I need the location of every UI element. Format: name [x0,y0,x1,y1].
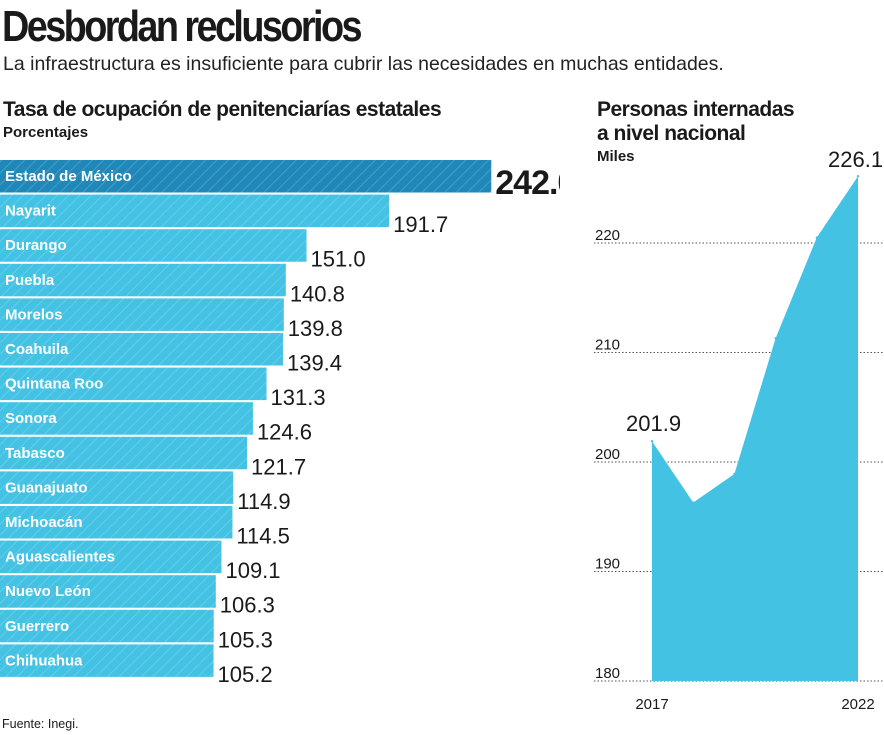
bar-hatch [0,402,253,435]
x-tick-label: 2022 [841,696,874,713]
page-subtitle: La infraestructura es insuficiente para … [3,53,724,75]
bar-value-label: 105.3 [218,627,273,652]
source-note: Fuente: Inegi. [2,717,79,731]
area-chart: 180 190 200 210 220 201.9 226.1 2017 2022 [594,150,884,713]
y-tick-label: 180 [595,665,620,682]
bar-hatch [0,540,222,574]
data-point [856,175,860,178]
y-tick-label: 200 [595,446,620,463]
bar-value-label: 114.5 [236,524,289,549]
bar-value-label: 124.6 [257,420,312,445]
bar-hatch [0,644,214,677]
bar-category-label: Sonora [5,410,57,427]
bar-category-label: Chihuahua [5,652,83,669]
y-tick-label: 190 [595,556,620,573]
bar-hatch [0,506,233,539]
data-point [692,501,695,504]
bar-category-label: Michoacán [5,514,83,531]
bar-value-label: 105.2 [218,662,273,687]
bar-value-label: 121.7 [251,454,306,479]
bar-category-label: Estado de México [5,168,132,185]
bar-category-label: Coahuila [5,341,69,358]
area-chart-unit: Miles [597,148,635,165]
bar-value-label: 151.0 [311,247,366,272]
bar-hatch [0,367,267,401]
bar-hatch [0,575,216,608]
bar-value-label: 114.9 [237,489,290,514]
bar-category-label: Guerrero [5,618,69,635]
y-tick-label: 210 [595,337,620,354]
bar-value-label: 139.4 [287,351,342,376]
bar-value-label: 191.7 [393,212,448,237]
bar-value-label: 139.8 [288,316,343,341]
bar-category-label: Guanajuato [5,479,88,496]
page-title: Desbordan reclusorios [2,2,363,51]
bar-hatch [0,160,492,193]
bar-hatch [0,436,248,470]
bar-chart-unit: Porcentajes [3,124,89,141]
bar-hatch [0,263,286,297]
bar-value-label: 140.8 [290,281,345,306]
end-value-label: 226.1 [828,150,883,172]
area-series [652,176,858,681]
bar-category-label: Tabasco [5,445,65,462]
bar-category-label: Nuevo León [5,583,91,600]
data-point [733,472,736,476]
start-value-label: 201.9 [626,411,681,436]
bar-category-label: Morelos [5,306,63,323]
x-tick-label: 2017 [635,696,668,713]
bar-category-label: Nayarit [5,203,56,220]
bar-chart: Estado de México 242.0 Nayarit 191.7 Durango… [0,160,560,687]
bar-hatch [0,298,284,331]
bar-value-label: 109.1 [225,558,280,583]
bar-hatch [0,194,390,228]
data-point [774,337,777,340]
bar-value-label: 131.3 [271,385,326,410]
bar-hatch [0,471,234,504]
bar-hatch [0,229,307,262]
bar-category-label: Quintana Roo [5,376,103,393]
area-chart-title-line-2: a nivel nacional [597,122,746,145]
bar-value-label: 106.3 [220,593,275,618]
bar-category-label: Puebla [5,272,55,289]
y-tick-label: 220 [595,227,620,244]
bar-hatch [0,333,283,366]
bar-category-label: Durango [5,237,67,254]
area-chart-title-line-1: Personas internadas [597,98,795,121]
data-point [815,236,818,239]
bar-value-label: 242.0 [495,164,560,202]
data-point [650,439,654,443]
bar-hatch [0,609,214,643]
bar-chart-title: Tasa de ocupación de penitenciarías esta… [3,98,442,121]
bar-category-label: Aguascalientes [5,549,115,566]
